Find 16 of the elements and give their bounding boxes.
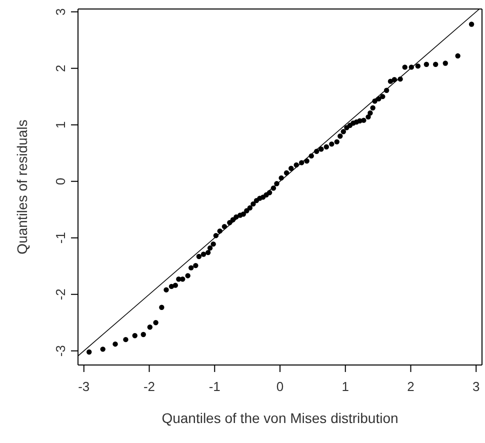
y-tick-label: -2 (53, 288, 68, 300)
y-axis-title: Quantiles of residuals (14, 120, 30, 254)
x-axis-title: Quantiles of the von Mises distribution (162, 410, 398, 426)
x-tick-label: -2 (143, 379, 156, 394)
x-tick-label: -1 (208, 379, 220, 394)
y-tick-label: -3 (53, 345, 68, 357)
x-tick-label: 3 (472, 379, 480, 394)
x-tick-label: 0 (276, 379, 284, 394)
x-tick-label: 1 (342, 379, 349, 394)
x-tick-label: 2 (407, 379, 414, 394)
x-tick-label: -3 (78, 379, 90, 394)
y-tick-label: -1 (53, 232, 68, 244)
y-tick-label: 2 (53, 64, 68, 72)
y-tick-label: 3 (53, 8, 68, 16)
y-tick-label: 0 (53, 178, 68, 185)
y-tick-label: 1 (53, 121, 68, 128)
